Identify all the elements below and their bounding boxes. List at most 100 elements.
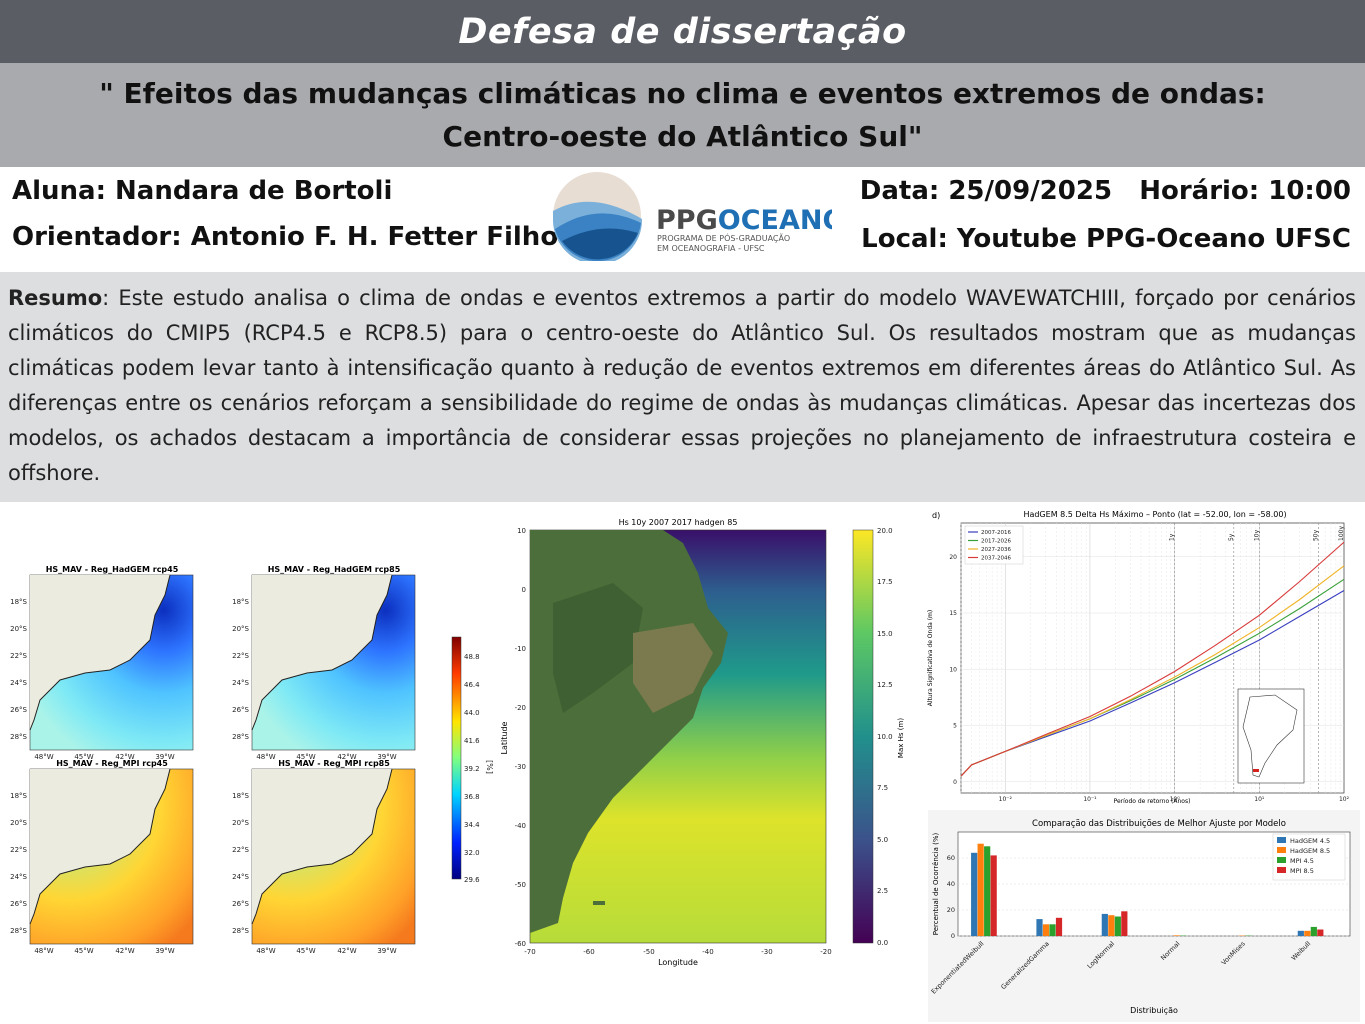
bar (990, 855, 997, 936)
lat-tick: 22°S (232, 652, 249, 660)
map-coast-2 (251, 574, 393, 731)
map-land-2 (252, 575, 392, 730)
map-title-3: HS_MAV - Reg_MPI rcp45 (56, 759, 168, 768)
legend-entries: 2007-2016 2017-2026 2027-2036 2037-2046 (968, 530, 1011, 562)
abstract-paragraph: Resumo: Este estudo analisa o clima de o… (0, 272, 1365, 491)
cbar-tick: 17.5 (877, 578, 893, 586)
page-title: Defesa de dissertação (458, 11, 907, 52)
lat-tick: 20°S (232, 819, 249, 827)
bar (1042, 924, 1050, 936)
colorbar-tick: 34.4 (464, 821, 480, 829)
student-name: Aluna: Nandara de Bortoli (12, 176, 393, 206)
bar (1317, 929, 1324, 936)
bar (971, 852, 978, 936)
ytick-label: 40 (947, 880, 955, 888)
lat-tick: 24°S (232, 873, 249, 881)
lon-tick: 42°W (337, 753, 356, 761)
legend-label: HadGEM 8.5 (1290, 847, 1330, 855)
lon-tick: 45°W (296, 947, 315, 955)
inset-continent-outline (1242, 694, 1298, 778)
cbar-tick: 20.0 (877, 527, 893, 535)
bar-chart-bars (971, 843, 1324, 936)
ytick-label: 60 (947, 854, 955, 862)
line-chart-inset-map (1237, 688, 1305, 784)
map-colorbar-ticks: 48.8 46.4 44.0 41.6 39.2 36.8 34.4 32.0 … (464, 653, 480, 884)
lon-tick: 39°W (155, 947, 174, 955)
xtick: -70 (524, 948, 535, 956)
cbar-tick: 12.5 (877, 681, 893, 689)
legend-swatch (1277, 847, 1286, 853)
bar (1173, 935, 1180, 936)
lat-tick: 20°S (232, 625, 249, 633)
ytick: -40 (515, 822, 526, 830)
bar (984, 846, 991, 936)
big-map-figure: Hs 10y 2007 2017 hadgen 85 10 0 -10 -20 … (500, 518, 905, 967)
logo-subtitle-2: EM OCEANOGRAFIA - UFSC (657, 244, 765, 253)
bar-chart-grid (958, 857, 1350, 937)
series-line (960, 541, 1345, 777)
colorbar-tick: 46.4 (464, 681, 480, 689)
xtick: -50 (643, 948, 654, 956)
big-map-xlabel: Longitude (658, 958, 698, 967)
lat-tick: 22°S (10, 846, 27, 854)
defense-location: Local: Youtube PPG-Oceano UFSC (861, 224, 1351, 254)
bar-chart-title: Comparação das Distribuições de Melhor A… (1032, 819, 1286, 829)
lon-tick: 45°W (74, 947, 93, 955)
cbar-tick: 5.0 (877, 836, 888, 844)
lat-tick: 22°S (10, 652, 27, 660)
lon-tick: 48°W (256, 753, 275, 761)
cbar-tick: 2.5 (877, 887, 888, 895)
line-chart-ticks: 0 5 10 15 20 10⁻² 10⁻¹ 10⁰ 10¹ 10² (949, 554, 1349, 803)
lat-tick: 26°S (232, 706, 249, 714)
bar (1297, 930, 1304, 936)
lat-tick: 20°S (10, 819, 27, 827)
bar-legend-entries: HadGEM 4.5 HadGEM 8.5 MPI 4.5 MPI 8.5 (1277, 837, 1330, 875)
ytick-label: 20 (947, 906, 955, 914)
big-map-xticks: -70 -60 -50 -40 -30 -20 (524, 948, 831, 956)
ytick-label: 20 (949, 554, 957, 561)
legend-swatch (1277, 857, 1286, 863)
bar (1114, 916, 1121, 936)
line-chart-series (960, 541, 1345, 777)
lon-tick: 39°W (377, 947, 396, 955)
return-period-label: 50y (1313, 529, 1320, 541)
line-chart-title: HadGEM 8.5 Delta Hs Máximo – Ponto (lat … (1023, 510, 1286, 519)
xtick-label: 10⁰ (1170, 796, 1181, 803)
return-period-chart: d) HadGEM 8.5 Delta Hs Máximo – Ponto (l… (927, 510, 1350, 805)
big-map-colorbar-ticks: 20.0 17.5 15.0 12.5 10.0 7.5 5.0 2.5 0.0 (877, 527, 893, 947)
map-land-3 (30, 769, 170, 924)
header-bar: Defesa de dissertação (0, 0, 1365, 63)
big-map-forest (553, 583, 643, 713)
bar (1049, 924, 1056, 936)
lon-tick: 39°W (377, 753, 396, 761)
map-coast-1 (29, 574, 171, 731)
ytick: 10 (517, 527, 526, 535)
cbar-tick: 10.0 (877, 733, 893, 741)
cbar-tick: 0.0 (877, 939, 888, 947)
xtick: -60 (583, 948, 594, 956)
lon-tick: 45°W (296, 753, 315, 761)
ytick-label: 0 (951, 932, 955, 940)
colorbar-tick: 29.6 (464, 876, 480, 884)
map-title-2: HS_MAV - Reg_HadGEM rcp85 (268, 565, 401, 574)
legend-label: 2027-2036 (981, 547, 1011, 553)
map-title-1: HS_MAV - Reg_HadGEM rcp45 (46, 565, 179, 574)
legend-label: HadGEM 4.5 (1290, 837, 1330, 845)
lat-tick: 28°S (10, 927, 27, 935)
colorbar-tick: 48.8 (464, 653, 480, 661)
lon-tick: 39°W (155, 753, 174, 761)
date-time: Data: 25/09/2025 Horário: 10:00 (860, 176, 1351, 206)
ytick: -50 (515, 881, 526, 889)
ytick-label: 10 (949, 666, 957, 673)
line-chart-panel-label: d) (932, 511, 940, 520)
ytick: -60 (515, 940, 526, 948)
advisor-name: Orientador: Antonio F. H. Fetter Filho (12, 222, 559, 252)
map-land-1 (30, 575, 170, 730)
lon-tick: 42°W (115, 947, 134, 955)
bar-chart-legend: HadGEM 4.5 HadGEM 8.5 MPI 4.5 MPI 8.5 (1272, 833, 1346, 881)
return-period-label: 100y (1338, 526, 1345, 541)
line-chart-return-period-labels: 1y 5y 10y 50y 100y (1169, 526, 1345, 541)
xtick: -20 (820, 948, 831, 956)
legend-label: 2017-2026 (981, 539, 1011, 545)
colorbar-tick: 39.2 (464, 765, 480, 773)
